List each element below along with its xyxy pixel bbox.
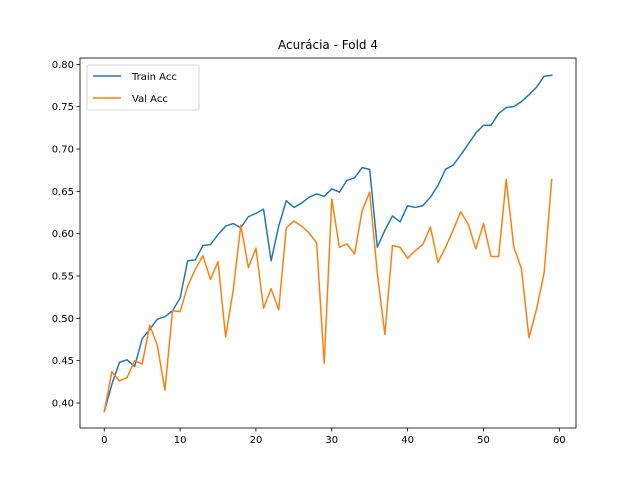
x-tick-label: 60	[553, 435, 566, 446]
plot-frame	[79, 57, 577, 429]
y-tick-label: 0.45	[52, 356, 74, 367]
x-tick-label: 50	[477, 435, 490, 446]
y-tick-label: 0.40	[52, 399, 74, 410]
legend-label-0: Train Acc	[131, 72, 177, 83]
series-line-0	[103, 74, 553, 413]
x-tick-label: 10	[174, 435, 187, 446]
x-tick-label: 0	[101, 435, 107, 446]
legend-label-1: Val Acc	[132, 94, 168, 105]
x-tick-label: 20	[250, 435, 263, 446]
y-tick-label: 0.70	[52, 145, 74, 156]
y-tick-label: 0.50	[52, 314, 74, 325]
y-tick-label: 0.60	[52, 229, 74, 240]
y-tick-label: 0.55	[52, 272, 74, 283]
x-axis-ticks: 0 10 20 30 40 50 60	[101, 428, 566, 446]
chart-title: Acurácia - Fold 4	[278, 38, 378, 52]
legend: Train Acc Val Acc	[86, 64, 200, 111]
y-axis-ticks: 0.40 0.45 0.50 0.55 0.60 0.65 0.70 0.75 0.80	[52, 60, 80, 410]
y-tick-label: 0.65	[52, 187, 74, 198]
series-line-1	[103, 178, 553, 413]
y-tick-label: 0.80	[52, 60, 74, 71]
series-lines	[103, 74, 553, 413]
y-tick-label: 0.75	[52, 102, 74, 113]
x-tick-label: 30	[325, 435, 338, 446]
x-tick-label: 40	[401, 435, 414, 446]
